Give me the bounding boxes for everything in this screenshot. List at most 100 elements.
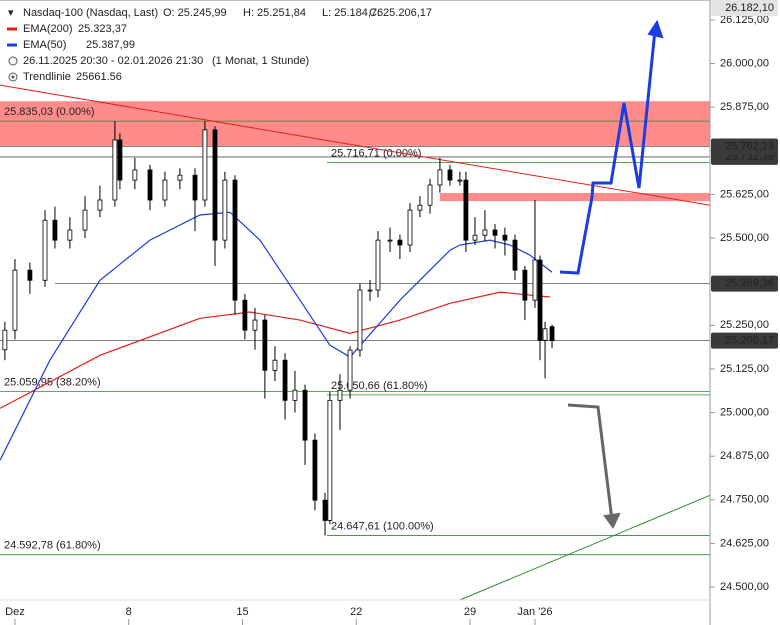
fib-label: 24.592,78 (61.80%): [4, 540, 101, 552]
y-tick-label: 25.000,00: [720, 406, 769, 418]
candle-body: [12, 269, 18, 331]
fib-label: 25.059,95 (38.20%): [4, 377, 101, 389]
candle-body: [447, 169, 453, 181]
instrument-name: Nasdaq-100 (Nasdaq, Last): [23, 7, 158, 19]
candle-body: [532, 259, 538, 301]
candle-body: [97, 199, 103, 211]
candle-body: [407, 209, 413, 246]
x-tick-label: Jan '26: [517, 606, 552, 618]
candle-body: [212, 129, 218, 241]
resistance-zone: [0, 101, 710, 146]
candle-body: [427, 184, 433, 206]
candle-body: [302, 389, 308, 441]
x-tick-label: 29: [464, 606, 476, 618]
arrow-head: [603, 512, 621, 529]
candle-body: [472, 234, 478, 241]
candle-body: [272, 359, 278, 371]
candle-body: [282, 359, 288, 401]
trendline: [459, 494, 711, 601]
candle-body: [463, 179, 469, 241]
y-tick-label: 25.500,00: [720, 232, 769, 244]
trendline-name: Trendlinie: [23, 71, 71, 83]
candle-body: [357, 289, 363, 351]
arrow-head: [647, 19, 664, 39]
legend-icon: ▾: [8, 7, 14, 19]
candle-body: [347, 349, 353, 391]
legend: ▾ Nasdaq-100 (Nasdaq, Last) O: 25.245,99…: [7, 7, 432, 83]
projection-arrow-down: [567, 403, 614, 521]
candle-body: [492, 229, 498, 236]
y-tick-label: 25.250,00: [720, 319, 769, 331]
candle-body: [202, 129, 208, 201]
candle-body: [242, 299, 248, 331]
candle-body: [322, 499, 328, 521]
price-box: [711, 275, 778, 292]
candle-body: [132, 169, 138, 181]
y-tick-label: 26.000,00: [720, 57, 769, 69]
ema-line: [0, 211, 553, 461]
candle-body: [522, 269, 528, 301]
candle-body: [232, 179, 238, 301]
y-tick-label: 25.625,00: [720, 188, 769, 200]
candle-body: [437, 169, 443, 186]
candle-body: [397, 239, 403, 246]
candle-body: [292, 389, 298, 401]
candle-body: [542, 328, 548, 341]
candle-body: [117, 139, 123, 181]
y-tick-label: 25.875,00: [720, 101, 769, 113]
candle-body: [502, 234, 508, 241]
target-icon: [11, 75, 15, 79]
clock-icon: [8, 56, 18, 66]
y-tick-label: 24.500,00: [720, 581, 769, 593]
x-tick-label: Dez: [5, 606, 25, 618]
ema-line: [0, 291, 550, 409]
price-box: [711, 138, 778, 155]
plot-area: 25.835,03 (0.00%) 25.716,71 (0.00%) 25.059…: [0, 0, 711, 601]
candle-body: [537, 259, 543, 341]
trendline-value: 25661.56: [76, 71, 122, 83]
candle-body: [67, 229, 73, 241]
y-tick-label: 24.750,00: [720, 494, 769, 506]
candle-body: [112, 139, 118, 201]
candle-body: [262, 319, 268, 371]
candle-body: [367, 289, 373, 292]
ohlc: H: 25.251,84: [243, 7, 306, 19]
legend-value: 25.387,99: [86, 39, 135, 51]
price-box-label: 25.762,23: [725, 140, 774, 152]
candle-body: [177, 174, 183, 181]
candle-body: [327, 399, 333, 521]
resistance-zone: [439, 193, 710, 202]
x-tick-label: 22: [350, 606, 362, 618]
y-tick-label: 24.875,00: [720, 450, 769, 462]
target-icon: [8, 72, 18, 82]
fib-label: 25.835,03 (0.00%): [4, 106, 95, 118]
legend-label: EMA(200): [23, 23, 73, 35]
ohlc: C: 25.206,17: [369, 7, 432, 19]
x-tick-label: 15: [236, 606, 248, 618]
candle-body: [147, 169, 153, 201]
price-box: [711, 0, 778, 16]
candle-body: [457, 179, 463, 182]
candle-body: [192, 174, 198, 201]
date-range: 26.11.2025 20:30 - 02.01.2026 21:30: [23, 55, 203, 67]
candle-body: [482, 229, 488, 236]
candle-body: [375, 239, 381, 291]
legend-value: 25.323,37: [78, 23, 127, 35]
y-tick-label: 24.625,00: [720, 537, 769, 549]
projection-arrow-up: [559, 29, 657, 275]
ohlc: L: 25.184,76: [322, 7, 383, 19]
candle-body: [387, 239, 393, 242]
price-box-label: 25.206,17: [725, 335, 774, 347]
x-tick-label: 8: [126, 606, 132, 618]
interval: (1 Monat, 1 Stunde): [212, 55, 309, 67]
ohlc: O: 25.245,99: [163, 7, 227, 19]
fib-label: 25.050,66 (61.80%): [331, 380, 428, 392]
candle-body: [82, 209, 88, 231]
fib-label: 24.647,61 (100.00%): [331, 520, 434, 532]
candle-body: [2, 329, 8, 351]
price-box-label: 26.182,10: [725, 2, 774, 14]
price-box: [711, 332, 778, 349]
legend-label: EMA(50): [23, 39, 66, 51]
